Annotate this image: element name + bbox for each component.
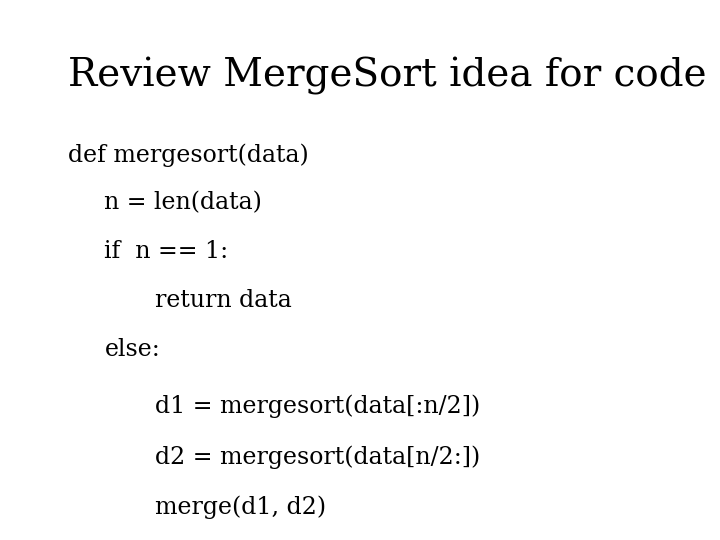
Text: def mergesort(data): def mergesort(data) — [68, 143, 309, 167]
Text: return data: return data — [155, 289, 292, 312]
Text: d2 = mergesort(data[n/2:]): d2 = mergesort(data[n/2:]) — [155, 446, 480, 469]
Text: merge(d1, d2): merge(d1, d2) — [155, 496, 326, 519]
Text: Review MergeSort idea for code: Review MergeSort idea for code — [68, 57, 707, 94]
Text: d1 = mergesort(data[:n/2]): d1 = mergesort(data[:n/2]) — [155, 394, 480, 418]
Text: n = len(data): n = len(data) — [104, 192, 262, 215]
Text: if  n == 1:: if n == 1: — [104, 240, 228, 264]
Text: else:: else: — [104, 338, 160, 361]
